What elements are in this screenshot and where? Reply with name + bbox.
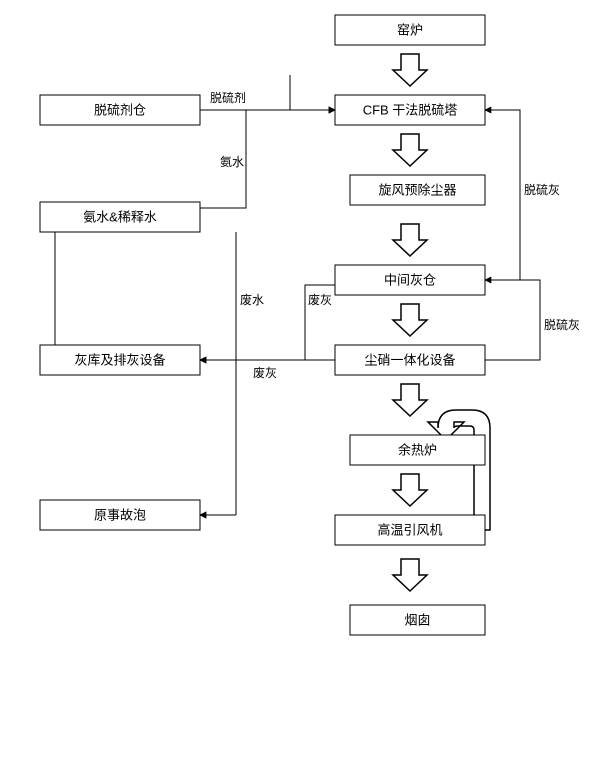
node-label-ash_plant: 灰库及排灰设备: [74, 353, 165, 368]
node-accident: 原事故泡: [40, 500, 200, 530]
node-label-desulf_bin: 脱硫剂仓: [94, 103, 146, 118]
edge-label-mid_to_cfb_right: 脱硫灰: [524, 182, 560, 197]
edges-layer: 脱硫剂氨水脱硫灰脱硫灰废灰废灰废水: [40, 75, 580, 515]
node-label-dust_denox: 尘硝一体化设备: [364, 353, 455, 368]
flow-diagram: 脱硫剂氨水脱硫灰脱硫灰废灰废灰废水窑炉CFB 干法脱硫塔脱硫剂仓旋风预除尘器氨水…: [0, 0, 600, 784]
down-arrow-icon: [393, 224, 427, 256]
node-cfb: CFB 干法脱硫塔: [335, 95, 485, 125]
edge-label-denox_to_ash: 废灰: [253, 365, 277, 380]
node-label-fan: 高温引风机: [377, 523, 442, 538]
node-stack: 烟囱: [350, 605, 485, 635]
node-label-accident: 原事故泡: [94, 508, 146, 523]
down-arrow-icon: [393, 384, 427, 416]
node-ammonia: 氨水&稀释水: [40, 202, 200, 232]
node-fan: 高温引风机: [335, 515, 485, 545]
recirculation-arrow-icon: [428, 410, 490, 530]
edge-label-desulf_to_cfb: 脱硫剂: [210, 90, 246, 105]
down-arrow-icon: [393, 559, 427, 591]
node-waste_heat: 余热炉: [350, 435, 485, 465]
node-label-waste_heat: 余热炉: [398, 443, 437, 458]
node-label-cfb: CFB 干法脱硫塔: [363, 103, 458, 118]
node-dust_denox: 尘硝一体化设备: [335, 345, 485, 375]
edge-label-ammonia_to_ash_label: 废水: [240, 292, 264, 307]
down-arrow-icon: [393, 134, 427, 166]
down-arrow-icon: [393, 474, 427, 506]
edge-label-ammonia_to_cfb: 氨水: [220, 155, 244, 169]
node-label-mid_hopper: 中间灰仓: [384, 273, 436, 288]
down-arrow-icon: [393, 304, 427, 336]
node-cyclone: 旋风预除尘器: [350, 175, 485, 205]
edge-label-mid_to_ash: 废灰: [308, 292, 332, 307]
node-ash_plant: 灰库及排灰设备: [40, 345, 200, 375]
node-label-cyclone: 旋风预除尘器: [378, 183, 456, 198]
down-arrow-icon: [393, 54, 427, 86]
edge-label-denox_to_mid_right: 脱硫灰: [544, 317, 580, 332]
node-label-ammonia: 氨水&稀释水: [83, 210, 157, 225]
node-label-kiln: 窑炉: [397, 23, 423, 38]
node-mid_hopper: 中间灰仓: [335, 265, 485, 295]
node-label-stack: 烟囱: [404, 613, 430, 628]
node-desulf_bin: 脱硫剂仓: [40, 95, 200, 125]
node-kiln: 窑炉: [335, 15, 485, 45]
